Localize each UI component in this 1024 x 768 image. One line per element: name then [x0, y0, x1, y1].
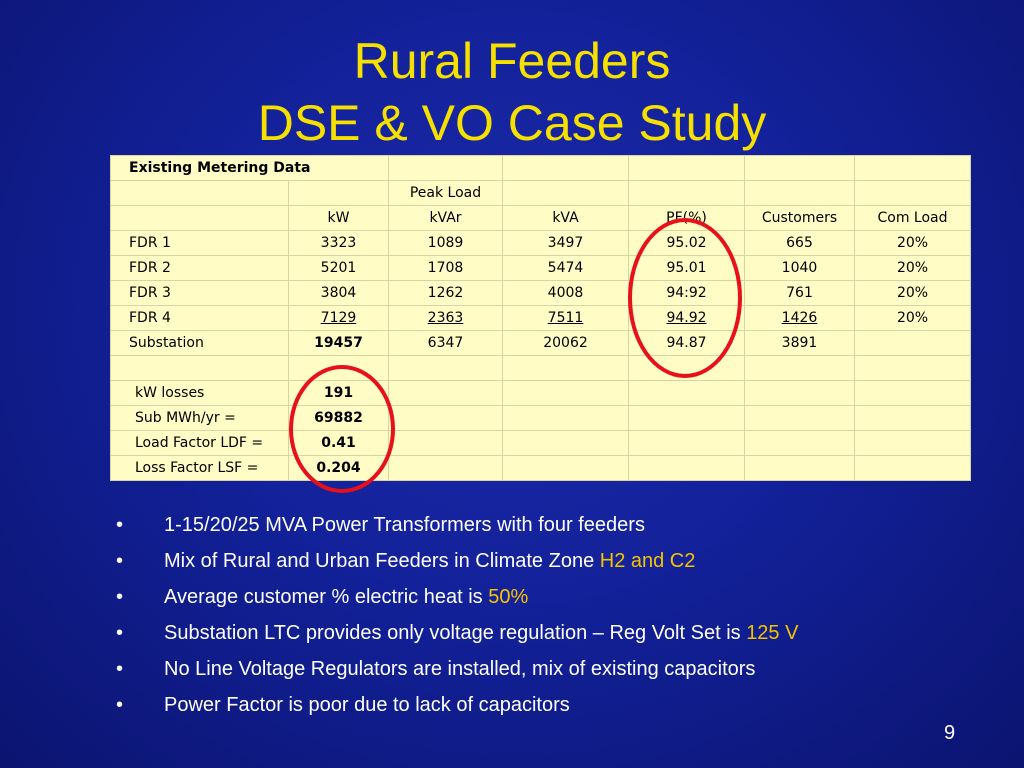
bullet-dot: • — [116, 622, 124, 644]
bullet-item: • 1-15/20/25 MVA Power Transformers with… — [110, 510, 798, 546]
row-label: FDR 3 — [110, 280, 289, 306]
table-row: FDR 4 7129 2363 7511 94.92 1426 20% — [110, 305, 971, 331]
bullet-list: • 1-15/20/25 MVA Power Transformers with… — [110, 510, 798, 726]
bullet-text: Power Factor is poor due to lack of capa… — [164, 694, 570, 716]
metering-data-table: Existing Metering Data Peak Load kW kVAr… — [110, 155, 971, 481]
bullet-dot: • — [116, 514, 124, 536]
cell-com-load — [854, 330, 971, 356]
cell-kva: 5474 — [502, 255, 629, 281]
bullet-dot: • — [116, 550, 124, 572]
pf-highlight-circle — [628, 218, 742, 378]
row-label: FDR 2 — [110, 255, 289, 281]
cell-customers: 761 — [744, 280, 855, 306]
column-header: kW — [288, 205, 389, 231]
bullet-dot: • — [116, 658, 124, 680]
bullet-highlight: H2 and C2 — [599, 550, 696, 572]
cell-kvar: 1262 — [388, 280, 503, 306]
summary-highlight-circle — [289, 365, 395, 493]
column-header: Com Load — [854, 205, 971, 231]
summary-label: kW losses — [110, 380, 289, 406]
summary-row: Sub MWh/yr = 69882 — [110, 405, 971, 431]
cell-customers: 665 — [744, 230, 855, 256]
bullet-text: 1-15/20/25 MVA Power Transformers with f… — [164, 514, 645, 536]
page-number: 9 — [944, 722, 956, 744]
summary-label: Loss Factor LSF = — [110, 455, 289, 481]
cell-kvar: 1708 — [388, 255, 503, 281]
bullet-dot: • — [116, 586, 124, 608]
bullet-item: • No Line Voltage Regulators are install… — [110, 654, 798, 690]
summary-row: Load Factor LDF = 0.41 — [110, 430, 971, 456]
cell-kvar: 2363 — [388, 305, 503, 331]
cell-kvar: 6347 — [388, 330, 503, 356]
bullet-text: Average customer % electric heat is — [164, 586, 489, 608]
cell-com-load: 20% — [854, 230, 971, 256]
slide-title: Rural Feeders DSE & VO Case Study — [0, 30, 1024, 154]
summary-row: kW losses 191 — [110, 380, 971, 406]
cell-kw: 7129 — [288, 305, 389, 331]
bullet-text: Mix of Rural and Urban Feeders in Climat… — [164, 550, 600, 572]
table-row: FDR 3 3804 1262 4008 94:92 761 20% — [110, 280, 971, 306]
bullet-item: • Substation LTC provides only voltage r… — [110, 618, 798, 654]
cell-kvar: 1089 — [388, 230, 503, 256]
bullet-highlight: 125 V — [746, 622, 799, 644]
title-line-1: Rural Feeders — [353, 33, 671, 89]
bullet-item: • Mix of Rural and Urban Feeders in Clim… — [110, 546, 798, 582]
cell-kva: 3497 — [502, 230, 629, 256]
cell-com-load: 20% — [854, 255, 971, 281]
summary-label: Sub MWh/yr = — [110, 405, 289, 431]
group-header-peak-load: Peak Load — [388, 180, 503, 206]
cell-kw: 5201 — [288, 255, 389, 281]
table-row: FDR 1 3323 1089 3497 95.02 665 20% — [110, 230, 971, 256]
cell-kw: 3804 — [288, 280, 389, 306]
cell-customers: 1426 — [744, 305, 855, 331]
table-row-substation: Substation 19457 6347 20062 94.87 3891 — [110, 330, 971, 356]
metering-table-container: Existing Metering Data Peak Load kW kVAr… — [110, 155, 971, 481]
bullet-text: Substation LTC provides only voltage reg… — [164, 622, 747, 644]
cell-kva: 4008 — [502, 280, 629, 306]
bullet-item: • Power Factor is poor due to lack of ca… — [110, 690, 798, 726]
summary-row: Loss Factor LSF = 0.204 — [110, 455, 971, 481]
row-label: FDR 4 — [110, 305, 289, 331]
column-header: kVA — [502, 205, 629, 231]
bullet-dot: • — [116, 694, 124, 716]
bullet-item: • Average customer % electric heat is 50… — [110, 582, 798, 618]
cell-kw: 3323 — [288, 230, 389, 256]
bullet-highlight: 50% — [488, 586, 529, 608]
cell-customers: 1040 — [744, 255, 855, 281]
cell-com-load: 20% — [854, 305, 971, 331]
cell-com-load: 20% — [854, 280, 971, 306]
column-header: Customers — [744, 205, 855, 231]
summary-label: Load Factor LDF = — [110, 430, 289, 456]
cell-kva: 20062 — [502, 330, 629, 356]
row-label: Substation — [110, 330, 289, 356]
table-title: Existing Metering Data — [110, 155, 389, 181]
column-header: kVAr — [388, 205, 503, 231]
table-row: FDR 2 5201 1708 5474 95.01 1040 20% — [110, 255, 971, 281]
row-label: FDR 1 — [110, 230, 289, 256]
title-line-2: DSE & VO Case Study — [257, 95, 767, 151]
cell-kw: 19457 — [288, 330, 389, 356]
cell-kva: 7511 — [502, 305, 629, 331]
cell-customers: 3891 — [744, 330, 855, 356]
bullet-text: No Line Voltage Regulators are installed… — [164, 658, 756, 680]
